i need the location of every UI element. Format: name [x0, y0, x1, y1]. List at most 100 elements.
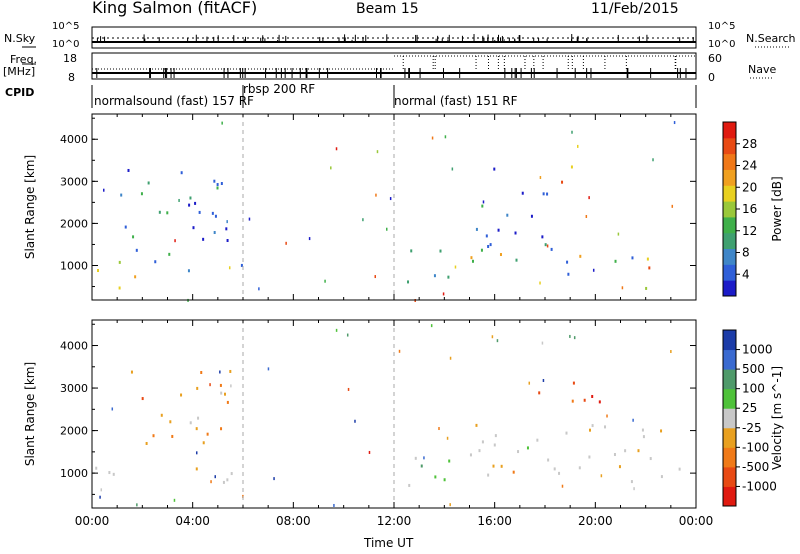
power-colorbar-tick-label: 20 — [742, 180, 757, 194]
data-pixel-power — [585, 214, 588, 218]
data-pixel-power — [652, 158, 654, 162]
data-pixel-power — [471, 259, 474, 263]
data-pixel-velocity — [446, 436, 449, 440]
power-colorbar-tick-label: 28 — [742, 137, 757, 151]
data-pixel-power — [481, 204, 484, 208]
data-pixel-power — [673, 121, 676, 125]
data-pixel-power — [216, 183, 219, 187]
data-pixel-velocity — [368, 450, 371, 454]
velocity-colorbar-swatch — [723, 388, 736, 409]
data-pixel-power — [487, 244, 490, 248]
data-pixel-velocity — [195, 427, 198, 431]
data-pixel-power — [324, 279, 326, 283]
data-pixel-power — [214, 214, 217, 218]
data-pixel-power — [180, 171, 183, 175]
velocity-panel-frame — [91, 319, 697, 509]
data-pixel-power — [454, 265, 457, 269]
data-pixel-velocity — [624, 449, 627, 453]
data-pixel-velocity — [202, 441, 205, 445]
data-pixel-velocity — [219, 370, 221, 374]
data-pixel-power — [178, 198, 180, 202]
data-pixel-power — [493, 167, 496, 171]
data-pixel-velocity — [588, 428, 591, 432]
data-pixel-power — [187, 269, 190, 273]
data-pixel-power — [497, 228, 500, 232]
data-pixel-power — [124, 225, 127, 229]
data-pixel-velocity — [633, 487, 635, 491]
x-tick-label: 20:00 — [578, 514, 613, 528]
data-pixel-power — [140, 192, 143, 196]
data-pixel-velocity — [649, 457, 652, 461]
data-pixel-power — [451, 167, 454, 171]
power-y-axis-title: Slant Range [km] — [23, 155, 37, 259]
data-pixel-velocity — [561, 484, 564, 488]
data-pixel-power — [521, 191, 524, 195]
data-pixel-velocity — [209, 383, 211, 387]
data-pixel-velocity — [591, 394, 594, 398]
data-pixel-power — [579, 254, 582, 258]
x-tick-label: 04:00 — [175, 514, 210, 528]
freq-tick-top: 18 — [63, 52, 77, 65]
data-pixel-power — [189, 196, 192, 200]
data-pixel-power — [470, 256, 473, 260]
data-pixel-velocity — [491, 335, 494, 339]
data-pixel-velocity — [169, 420, 172, 424]
power-colorbar-swatch — [723, 216, 736, 234]
data-pixel-power — [447, 275, 450, 279]
data-pixel-power — [614, 259, 617, 263]
data-pixel-velocity — [226, 478, 229, 482]
power-y-tick-label: 1000 — [60, 259, 88, 272]
data-pixel-power — [225, 227, 228, 231]
x-tick-label: 08:00 — [276, 514, 311, 528]
power-colorbar-swatch — [723, 248, 736, 265]
data-pixel-velocity — [526, 446, 529, 450]
data-pixel-velocity — [414, 456, 417, 460]
data-pixel-power — [134, 275, 137, 279]
data-pixel-velocity — [637, 449, 640, 453]
data-pixel-power — [213, 231, 216, 235]
data-pixel-velocity — [136, 503, 138, 507]
x-tick-label: 00:00 — [679, 514, 714, 528]
velocity-colorbar-tick-label: -1000 — [742, 479, 777, 493]
data-pixel-velocity — [496, 339, 499, 343]
data-pixel-power — [389, 197, 392, 201]
data-pixel-power — [588, 196, 590, 200]
data-pixel-power — [433, 274, 436, 278]
data-pixel-power — [648, 266, 651, 270]
data-pixel-power — [202, 237, 205, 241]
data-pixel-power — [147, 181, 150, 185]
data-pixel-power — [617, 232, 620, 236]
data-pixel-power — [97, 269, 100, 273]
data-pixel-power — [566, 260, 569, 264]
data-pixel-power — [362, 218, 364, 222]
data-pixel-velocity — [591, 424, 594, 428]
data-pixel-velocity — [230, 472, 233, 476]
data-pixel-velocity — [434, 475, 437, 479]
data-pixel-velocity — [449, 356, 452, 360]
data-pixel-power — [118, 286, 121, 290]
freq-panel-frame — [91, 52, 697, 80]
velocity-colorbar-tick-label: -500 — [742, 460, 769, 474]
data-pixel-velocity — [173, 498, 176, 502]
data-pixel-velocity — [108, 471, 111, 475]
data-pixel-power — [621, 286, 624, 290]
velocity-colorbar-tick-label: 1000 — [742, 343, 773, 357]
data-pixel-power — [226, 239, 229, 243]
freq-label: Freq. — [10, 53, 38, 66]
data-pixel-velocity — [346, 333, 349, 337]
data-pixel-power — [570, 165, 573, 169]
data-pixel-velocity — [487, 473, 490, 477]
data-pixel-power — [550, 247, 553, 251]
data-pixel-velocity — [547, 458, 550, 462]
cpid-label: CPID — [5, 86, 35, 99]
data-pixel-velocity — [553, 467, 556, 471]
data-pixel-power — [475, 227, 478, 231]
power-y-tick-label: 2000 — [60, 217, 88, 230]
data-pixel-velocity — [536, 438, 539, 442]
x-tick-label: 16:00 — [477, 514, 512, 528]
data-pixel-velocity — [660, 475, 663, 479]
data-pixel-velocity — [226, 400, 229, 404]
data-pixel-velocity — [670, 350, 672, 354]
data-pixel-velocity — [99, 495, 101, 499]
data-pixel-velocity — [618, 465, 621, 469]
